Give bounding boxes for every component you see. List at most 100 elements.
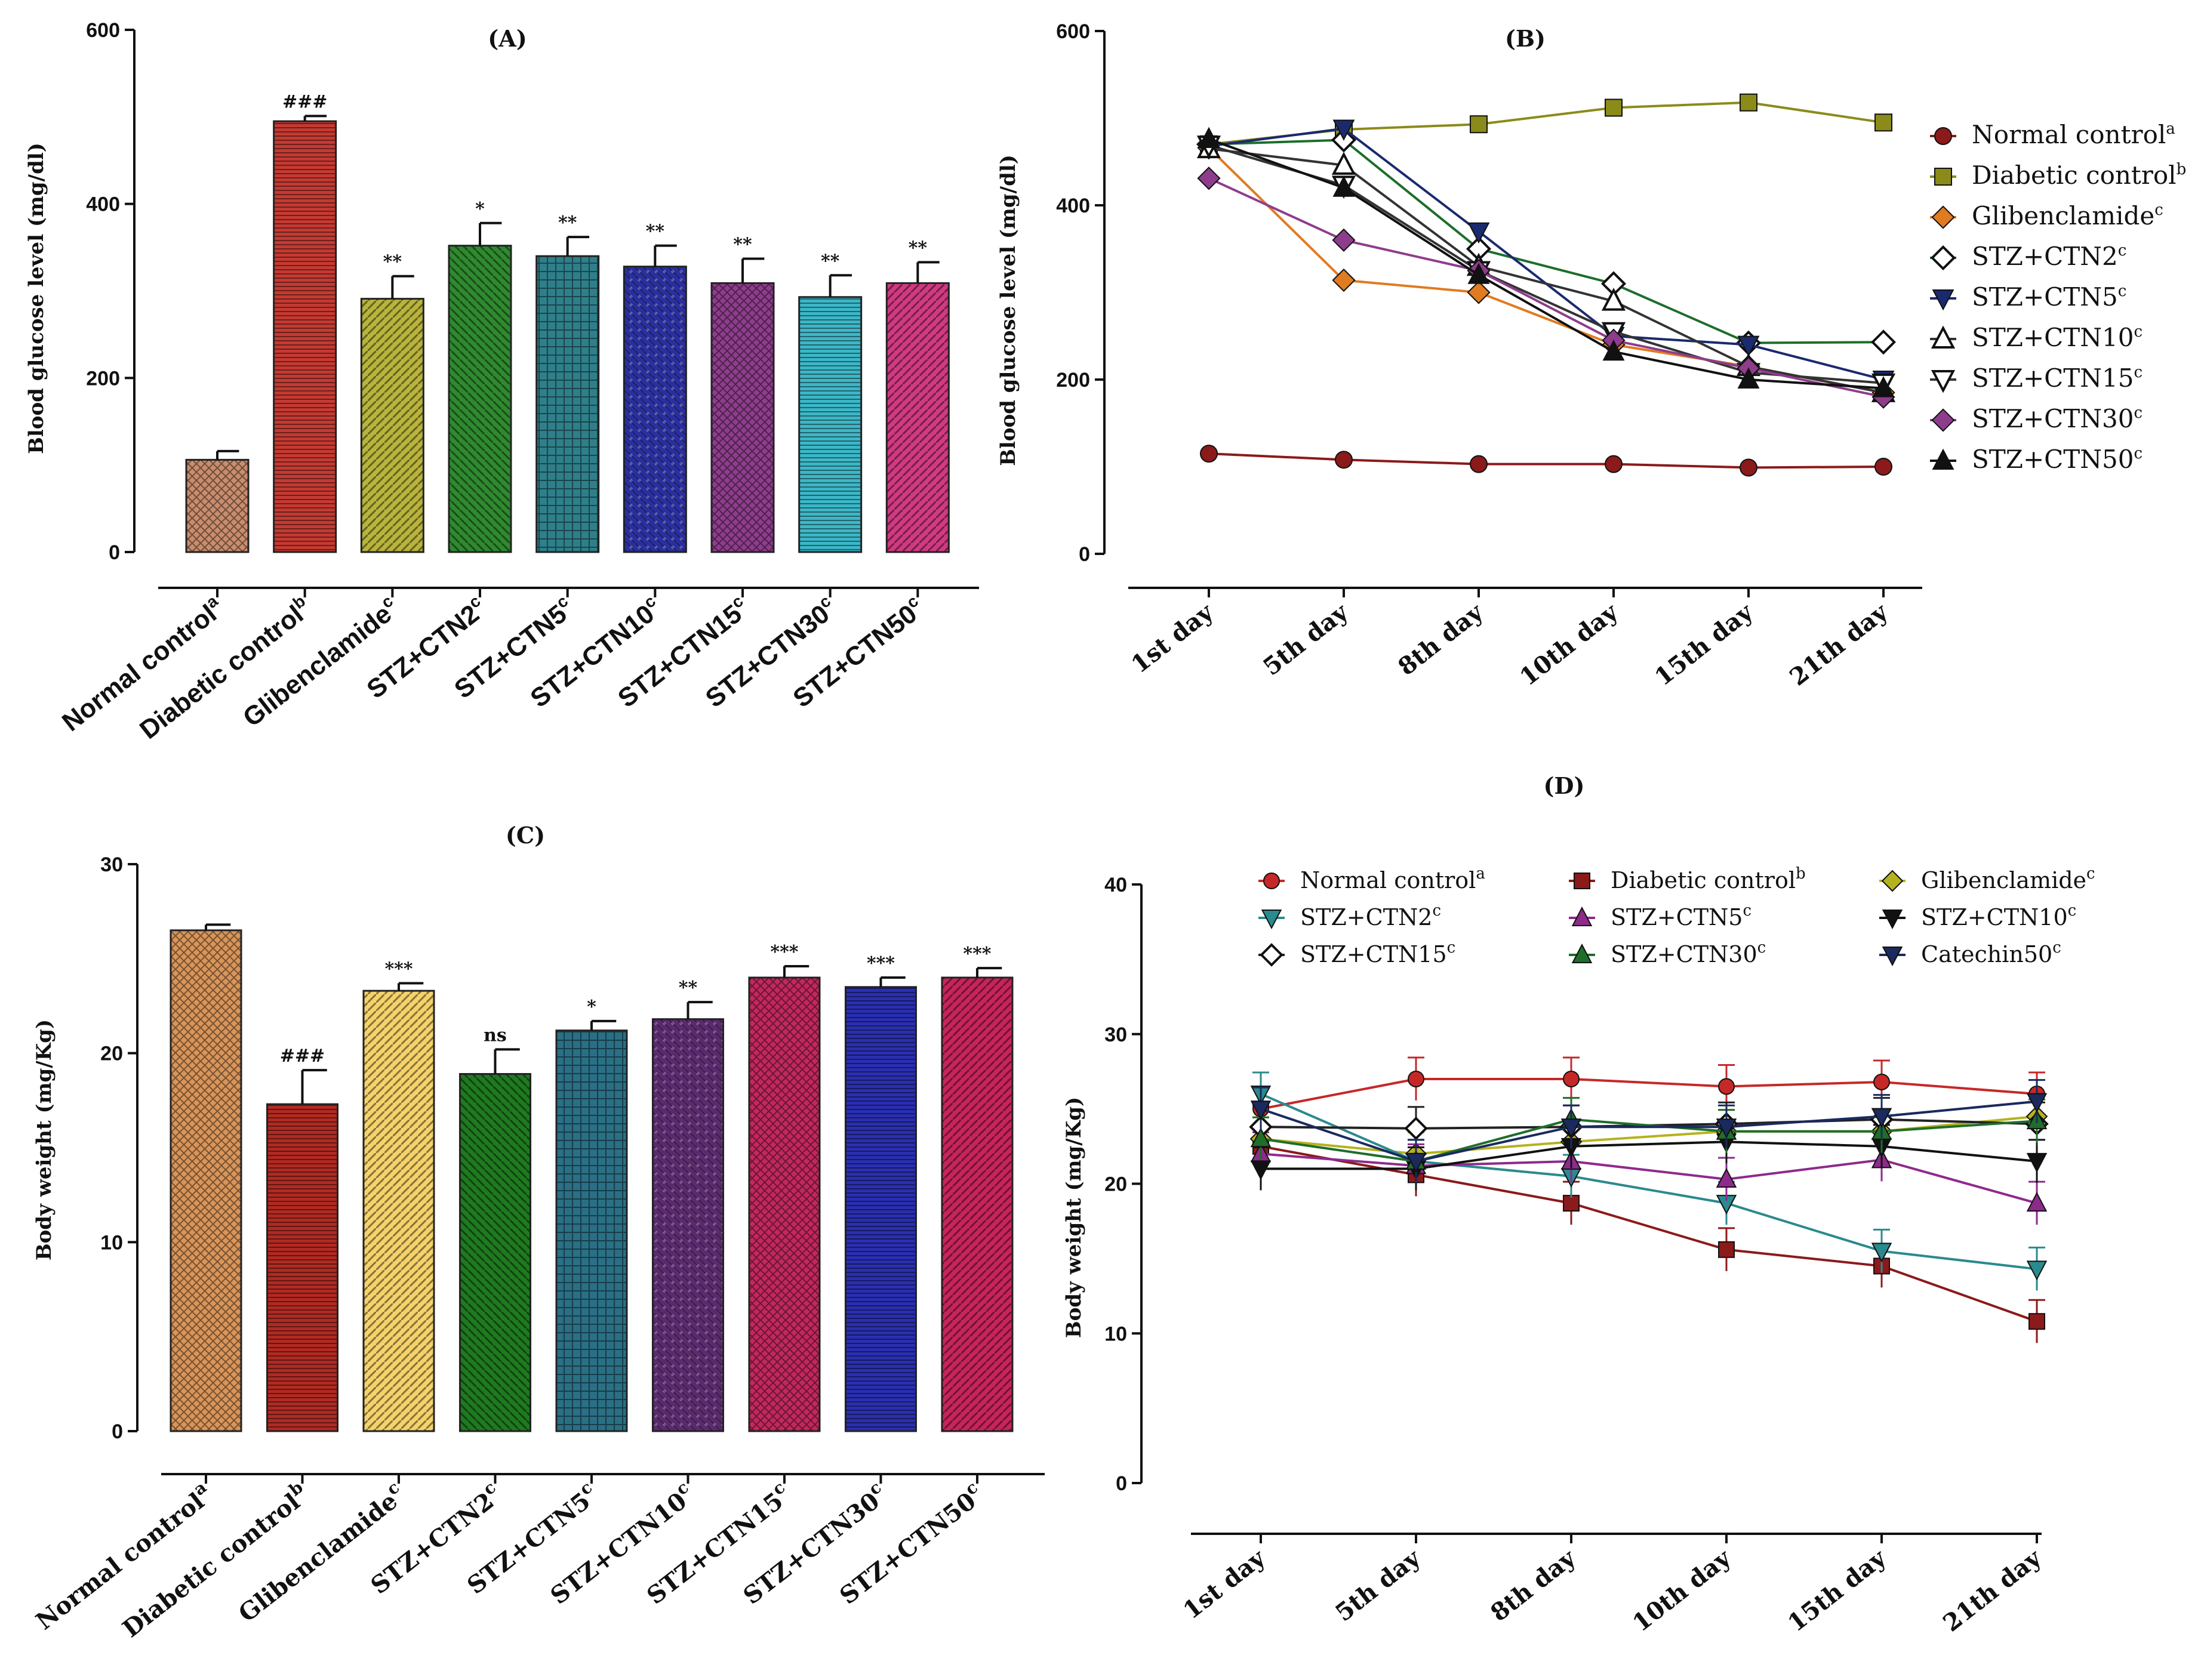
significance-label: ### bbox=[280, 1046, 325, 1066]
data-point-marker bbox=[1467, 222, 1490, 244]
data-point-marker bbox=[1874, 458, 1892, 476]
data-point-marker bbox=[1931, 370, 1956, 393]
data-point-marker bbox=[1716, 1167, 1737, 1188]
data-point-marker bbox=[1601, 288, 1626, 311]
x-tick-label: 8th day bbox=[1393, 597, 1489, 682]
series-line bbox=[1260, 1118, 2037, 1163]
significance-label: ** bbox=[821, 251, 840, 272]
data-point-marker bbox=[1571, 943, 1593, 963]
data-point-marker bbox=[1605, 98, 1623, 117]
data-point-marker bbox=[1404, 1116, 1428, 1140]
bar-5 bbox=[555, 1029, 628, 1432]
legend-entry: STZ+CTN2c bbox=[1972, 242, 2126, 271]
bar-3 bbox=[360, 298, 424, 553]
bar-9 bbox=[885, 282, 950, 553]
category-label: Glibenclamidec bbox=[231, 1477, 411, 1627]
panel-d-y-label: Body weight (mg/Kg) bbox=[1062, 1097, 1086, 1338]
legend-entry: Glibenclamidec bbox=[1972, 201, 2163, 230]
data-point-marker bbox=[1871, 1243, 1892, 1263]
data-point-marker bbox=[1261, 910, 1282, 930]
series-line bbox=[1260, 1093, 2037, 1271]
series-line bbox=[1260, 1152, 2037, 1205]
data-point-marker bbox=[1605, 455, 1623, 473]
legend-entry: STZ+CTN30c bbox=[1972, 404, 2143, 433]
x-tick-label: 10th day bbox=[1515, 597, 1624, 692]
data-point-marker bbox=[1197, 167, 1221, 190]
data-point-marker bbox=[1934, 168, 1952, 186]
x-tick-label: 21th day bbox=[1784, 597, 1894, 692]
panel-b-plot: 0 200 400 600 1st day 5th day 8th day 10th day 1… bbox=[1056, 20, 2186, 691]
bar-9 bbox=[941, 976, 1014, 1432]
panel-a: (A) Blood glucose level (mg/dl) 0 200 400 6… bbox=[24, 19, 979, 745]
series-line bbox=[1208, 138, 1884, 390]
significance-label: ** bbox=[558, 212, 577, 233]
significance-label: ** bbox=[733, 235, 752, 255]
panel-c-plot: 0 10 20 30 Normal controla ### Diabetic contro… bbox=[30, 853, 1045, 1643]
legend-entry: Normal controla bbox=[1300, 865, 1485, 893]
y-tick-label: 10 bbox=[1104, 1323, 1127, 1345]
data-point-marker bbox=[1574, 873, 1590, 889]
bar-7 bbox=[710, 282, 775, 553]
data-point-marker bbox=[1737, 335, 1760, 357]
data-point-marker bbox=[1930, 245, 1956, 271]
series-line bbox=[1208, 147, 1884, 394]
data-point-marker bbox=[1470, 115, 1488, 134]
data-point-marker bbox=[1560, 1118, 1582, 1139]
legend-entry: STZ+CTN2c bbox=[1300, 902, 1441, 930]
data-point-marker bbox=[1931, 325, 1956, 349]
data-point-marker bbox=[1602, 339, 1625, 361]
bar-6 bbox=[651, 1018, 724, 1432]
data-point-marker bbox=[1332, 268, 1356, 292]
data-point-marker bbox=[1563, 1070, 1580, 1087]
data-point-marker bbox=[1870, 329, 1897, 355]
data-point-marker bbox=[1408, 1070, 1424, 1087]
bar-3 bbox=[362, 989, 435, 1432]
legend-entry: STZ+CTN15c bbox=[1972, 363, 2143, 393]
data-point-marker bbox=[1250, 1160, 1272, 1180]
data-point-marker bbox=[2026, 1152, 2048, 1173]
data-point-marker bbox=[1740, 93, 1757, 112]
series-line bbox=[1208, 144, 1884, 384]
bar-5 bbox=[535, 255, 600, 553]
series-line bbox=[1208, 147, 1884, 394]
legend-entry: STZ+CTN5c bbox=[1611, 902, 1751, 930]
x-tick-label: 10th day bbox=[1627, 1543, 1737, 1638]
data-point-marker bbox=[1200, 445, 1218, 463]
significance-label: ns bbox=[484, 1025, 507, 1046]
y-tick-label: 30 bbox=[1104, 1024, 1127, 1046]
category-label: Glibenclamidec bbox=[236, 591, 405, 733]
y-tick-label: 0 bbox=[1116, 1472, 1127, 1495]
panel-d-plot: 0 10 20 30 40 1st day 5th day 8th day 10th day 15… bbox=[1104, 865, 2095, 1637]
bar-2 bbox=[266, 1103, 338, 1432]
y-tick-label: 10 bbox=[100, 1231, 123, 1254]
data-point-marker bbox=[1934, 127, 1952, 145]
y-tick-label: 40 bbox=[1104, 874, 1127, 896]
significance-label: ** bbox=[383, 252, 402, 273]
data-point-marker bbox=[1740, 458, 1757, 477]
legend-entry: STZ+CTN50c bbox=[1972, 445, 2143, 474]
data-point-marker bbox=[1882, 947, 1903, 967]
series-line bbox=[1260, 1077, 2037, 1111]
data-point-marker bbox=[1716, 1118, 1737, 1139]
y-tick-label: 0 bbox=[1079, 543, 1090, 566]
y-tick-label: 0 bbox=[109, 541, 120, 564]
x-tick-label: 1st day bbox=[1178, 1543, 1271, 1625]
bar-1 bbox=[170, 929, 242, 1432]
series-line bbox=[1260, 1145, 2037, 1323]
data-point-marker bbox=[1563, 1195, 1580, 1212]
legend-entry: STZ+CTN30c bbox=[1611, 939, 1766, 967]
data-point-marker bbox=[1335, 451, 1353, 469]
significance-label: *** bbox=[867, 953, 895, 974]
data-point-marker bbox=[1405, 1152, 1427, 1173]
y-tick-label: 600 bbox=[1056, 20, 1090, 43]
category-label: Diabetic controlb bbox=[115, 1477, 314, 1643]
x-tick-label: 5th day bbox=[1258, 597, 1354, 682]
legend-entry: Catechin50c bbox=[1921, 939, 2061, 967]
y-tick-label: 30 bbox=[100, 853, 123, 876]
data-point-marker bbox=[1331, 152, 1356, 175]
data-point-marker bbox=[1931, 205, 1955, 229]
panel-a-y-label: Blood glucose level (mg/dl) bbox=[24, 143, 48, 454]
y-tick-label: 200 bbox=[86, 367, 120, 390]
data-point-marker bbox=[1250, 1127, 1272, 1148]
